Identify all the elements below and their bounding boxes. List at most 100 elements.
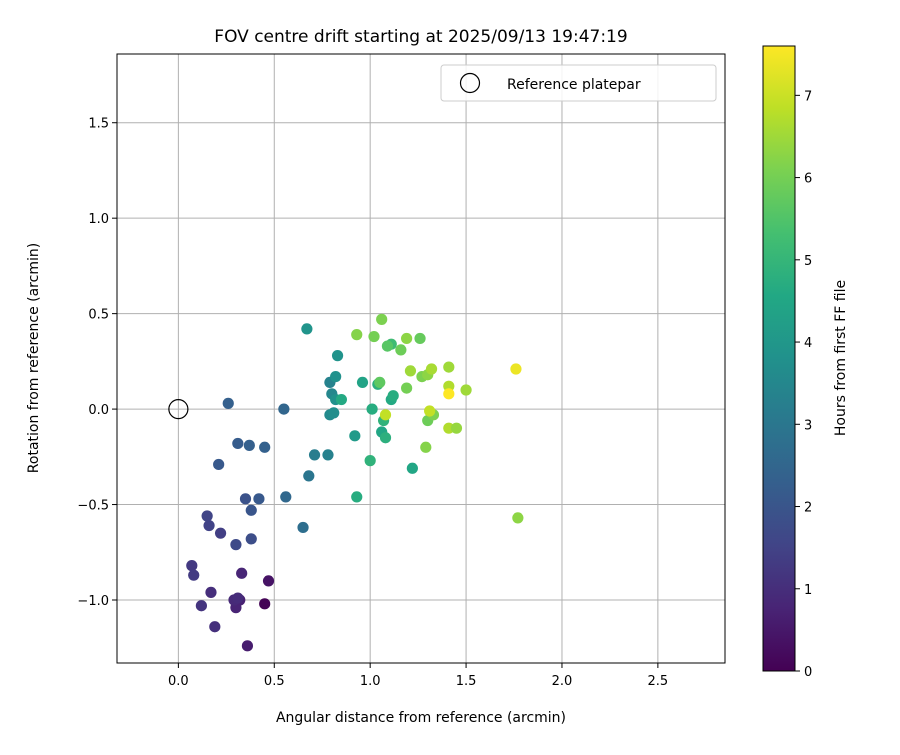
scatter-point bbox=[230, 539, 242, 551]
scatter-point bbox=[406, 462, 418, 474]
colorbar-ticks: 0 1 2 3 4 5 6 7 bbox=[795, 89, 812, 680]
scatter-point bbox=[245, 504, 257, 516]
scatter-point bbox=[351, 491, 363, 503]
colorbar-gradient bbox=[763, 46, 795, 671]
scatter-point bbox=[381, 340, 394, 352]
scatter-point bbox=[259, 441, 271, 453]
scatter-point bbox=[322, 449, 334, 461]
colorbar-frame bbox=[762, 45, 796, 672]
x-tick-label: 0.0 bbox=[168, 674, 189, 689]
scatter-point bbox=[232, 437, 244, 450]
scatter-point bbox=[401, 382, 413, 394]
x-tick-label: 1.5 bbox=[456, 674, 477, 689]
scatter-point bbox=[450, 422, 463, 434]
scatter-point bbox=[280, 491, 292, 503]
y-tick-label: −0.5 bbox=[77, 499, 109, 514]
legend-marker bbox=[459, 72, 481, 94]
reference-marker-layer bbox=[168, 398, 189, 420]
plot-area bbox=[117, 54, 725, 663]
scatter-point bbox=[303, 470, 315, 482]
colorbar-tick-label: 4 bbox=[804, 336, 812, 351]
scatter-point bbox=[222, 397, 234, 409]
scatter-point bbox=[232, 592, 244, 604]
y-axis-label: Rotation from reference (arcmin) bbox=[26, 243, 42, 473]
scatter-point bbox=[379, 409, 392, 421]
x-tick-label: 2.5 bbox=[648, 674, 669, 689]
reference-platepar-marker bbox=[168, 398, 189, 420]
scatter-points bbox=[186, 313, 524, 652]
x-axis-label: Angular distance from reference (arcmin) bbox=[276, 710, 566, 726]
scatter-point bbox=[349, 430, 361, 442]
scatter-point bbox=[259, 598, 271, 610]
scatter-point bbox=[387, 390, 399, 402]
scatter-point bbox=[203, 519, 215, 532]
legend: Reference platepar bbox=[440, 64, 717, 102]
scatter-point bbox=[331, 350, 344, 362]
scatter-point bbox=[330, 371, 342, 383]
scatter-point bbox=[424, 405, 436, 417]
scatter-point bbox=[262, 575, 275, 587]
y-tick-label: 1.5 bbox=[88, 117, 109, 132]
scatter-point bbox=[209, 621, 221, 633]
scatter-point bbox=[512, 512, 524, 524]
scatter-point bbox=[395, 344, 407, 356]
scatter-point bbox=[374, 376, 386, 388]
colorbar-tick-label: 3 bbox=[804, 418, 812, 433]
scatter-point bbox=[245, 533, 257, 545]
colorbar-tick-label: 5 bbox=[804, 254, 812, 269]
scatter-point bbox=[241, 640, 254, 652]
colorbar: 0 1 2 3 4 5 6 7 Hours from first FF file bbox=[762, 45, 849, 680]
x-tick-label: 0.5 bbox=[264, 674, 285, 689]
colorbar-tick-label: 0 bbox=[804, 665, 812, 680]
colorbar-tick-label: 6 bbox=[804, 172, 812, 187]
scatter-point bbox=[356, 376, 369, 388]
x-tick-label: 1.0 bbox=[360, 674, 381, 689]
scatter-point bbox=[253, 493, 265, 505]
y-tick-label: −1.0 bbox=[77, 594, 109, 609]
scatter-point bbox=[443, 422, 455, 434]
scatter-point bbox=[404, 365, 417, 377]
scatter-point bbox=[236, 567, 248, 579]
scatter-point bbox=[243, 439, 255, 451]
scatter-point bbox=[297, 521, 309, 534]
plot-frame bbox=[116, 53, 726, 664]
colorbar-tick-label: 1 bbox=[804, 583, 812, 598]
scatter-point bbox=[443, 388, 455, 400]
colorbar-tick-label: 2 bbox=[804, 501, 812, 516]
scatter-point bbox=[328, 407, 340, 419]
scatter-point bbox=[510, 363, 522, 375]
scatter-point bbox=[420, 441, 432, 453]
scatter-point bbox=[460, 384, 472, 396]
y-axis-ticks: −1.0 −0.5 0.0 0.5 1.0 1.5 bbox=[77, 117, 117, 609]
y-tick-label: 1.0 bbox=[88, 212, 109, 227]
grid bbox=[117, 54, 725, 663]
scatter-point bbox=[278, 403, 290, 415]
x-tick-label: 2.0 bbox=[552, 674, 573, 689]
scatter-point bbox=[364, 455, 376, 467]
chart-title: FOV centre drift starting at 2025/09/13 … bbox=[214, 27, 627, 47]
scatter-point bbox=[188, 569, 200, 581]
scatter-point bbox=[308, 449, 321, 461]
scatter-point bbox=[379, 432, 392, 444]
scatter-point bbox=[186, 560, 198, 572]
scatter-point bbox=[335, 393, 348, 406]
y-tick-label: 0.0 bbox=[88, 403, 109, 418]
y-tick-label: 0.5 bbox=[88, 308, 109, 323]
scatter-point bbox=[401, 332, 413, 345]
scatter-point bbox=[376, 313, 388, 325]
legend-box bbox=[440, 64, 717, 102]
x-axis-ticks: 0.0 0.5 1.0 1.5 2.0 2.5 bbox=[168, 663, 668, 689]
scatter-point bbox=[213, 458, 225, 471]
scatter-point bbox=[301, 323, 313, 335]
scatter-point bbox=[366, 403, 378, 415]
scatter-point bbox=[195, 600, 207, 612]
colorbar-tick-label: 7 bbox=[804, 89, 812, 104]
colorbar-label: Hours from first FF file bbox=[833, 280, 849, 436]
scatter-point bbox=[239, 493, 252, 505]
scatter-point bbox=[443, 361, 455, 373]
scatter-point bbox=[201, 510, 213, 522]
scatter-point bbox=[368, 330, 380, 343]
scatter-point bbox=[414, 332, 426, 345]
